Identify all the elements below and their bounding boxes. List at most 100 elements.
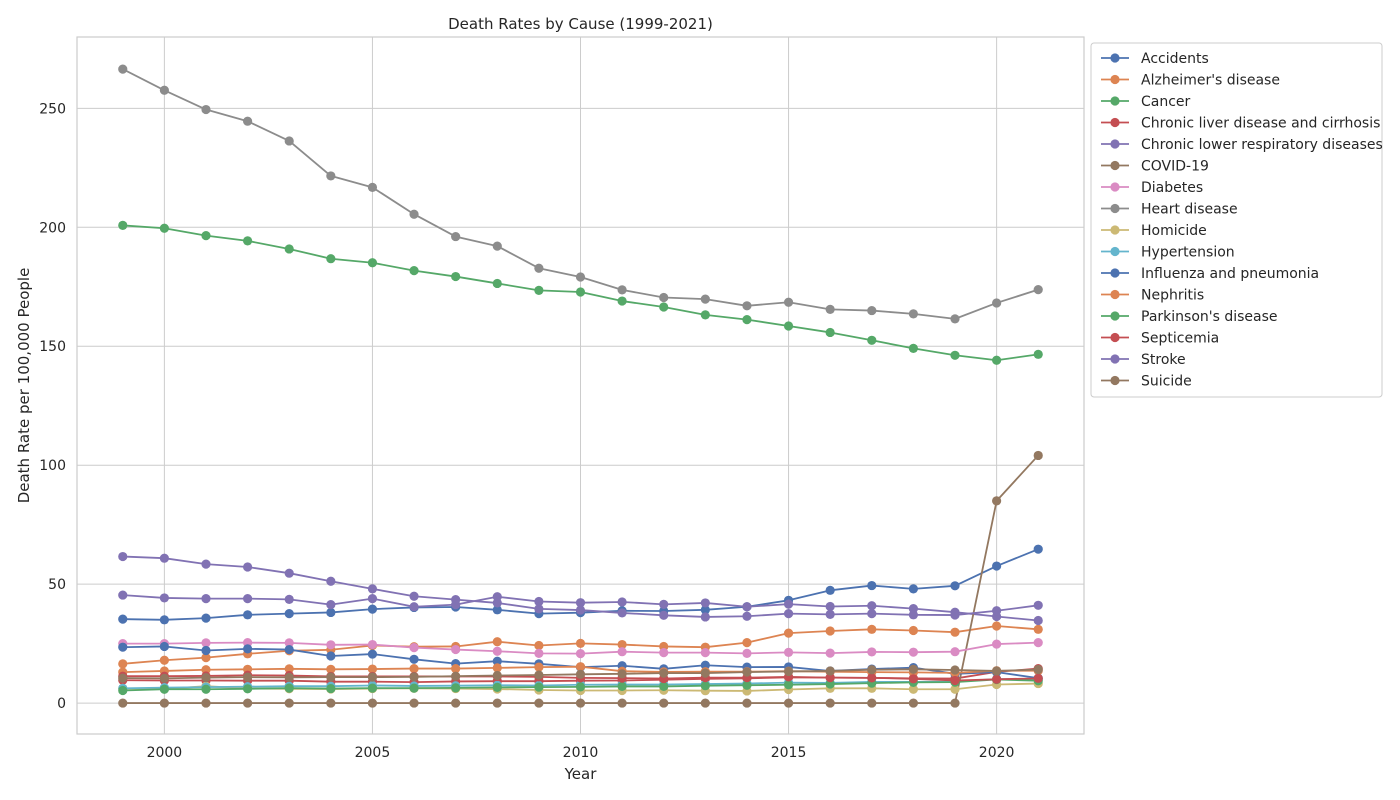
data-point <box>492 605 502 615</box>
data-point <box>783 698 794 708</box>
data-point <box>1033 673 1043 683</box>
legend-marker <box>1110 246 1120 257</box>
legend-label: Hypertension <box>1141 245 1235 261</box>
data-point <box>451 698 461 708</box>
legend-marker <box>1110 160 1120 171</box>
data-point <box>492 646 502 656</box>
data-point <box>201 104 211 115</box>
data-point <box>992 621 1002 631</box>
legend-entry: Parkinson's disease <box>1101 309 1278 325</box>
data-point <box>118 685 128 696</box>
series-cancer <box>118 220 1043 365</box>
data-point <box>617 681 627 692</box>
data-point <box>1033 544 1043 554</box>
data-point <box>534 604 544 614</box>
x-tick-label: 2010 <box>563 745 599 761</box>
legend-entry: Septicemia <box>1101 331 1219 347</box>
legend-marker <box>1110 203 1120 214</box>
data-point <box>950 314 960 324</box>
legend-label: Chronic liver disease and cirrhosis <box>1141 116 1380 132</box>
data-point <box>243 594 253 604</box>
data-point <box>201 594 211 604</box>
data-point <box>867 673 877 683</box>
data-point <box>492 656 502 666</box>
data-point <box>1033 664 1043 675</box>
data-point <box>284 672 294 682</box>
data-point <box>908 684 918 694</box>
data-point <box>243 610 253 620</box>
data-point <box>492 682 502 692</box>
data-point <box>950 581 960 591</box>
data-point <box>409 683 419 693</box>
data-point <box>783 647 794 658</box>
legend: Accidents Alzheimer's disease Cancer Chroni… <box>1090 42 1383 398</box>
data-point <box>908 698 918 708</box>
data-point <box>534 662 544 672</box>
legend-marker <box>1110 139 1120 149</box>
data-point <box>1033 638 1043 648</box>
data-point <box>908 343 918 353</box>
data-point <box>742 638 752 648</box>
data-point <box>617 669 627 679</box>
legend-entry: Suicide <box>1101 374 1192 390</box>
data-point <box>575 698 586 708</box>
data-point <box>243 562 253 572</box>
legend-entry: Accidents <box>1101 51 1209 67</box>
data-point <box>534 648 544 658</box>
legend-label: COVID-19 <box>1141 159 1209 175</box>
data-point <box>950 627 960 637</box>
data-point <box>950 698 960 708</box>
legend-marker <box>1110 375 1120 386</box>
data-point <box>284 609 294 619</box>
data-point <box>700 660 710 670</box>
data-point <box>284 136 294 146</box>
data-point <box>284 698 294 708</box>
series-layer <box>118 64 1043 708</box>
data-point <box>201 613 211 623</box>
data-point <box>908 309 918 319</box>
data-point <box>367 683 378 693</box>
data-point <box>867 609 877 619</box>
data-point <box>992 298 1002 308</box>
data-point <box>783 666 794 677</box>
data-point <box>159 673 169 683</box>
data-point <box>742 680 752 690</box>
data-point <box>825 679 835 689</box>
data-point <box>201 559 211 569</box>
data-point <box>284 244 294 254</box>
data-point <box>659 610 669 620</box>
data-point <box>118 551 128 562</box>
data-point <box>867 665 877 675</box>
x-tick-label: 2005 <box>355 745 391 761</box>
y-tick-label: 150 <box>39 339 66 355</box>
y-tick-label: 50 <box>48 577 66 593</box>
data-point <box>409 654 419 664</box>
data-point <box>451 671 461 681</box>
data-point <box>783 297 794 307</box>
data-point <box>617 608 627 618</box>
legend-label: Septicemia <box>1141 331 1219 347</box>
data-point <box>367 258 378 268</box>
data-point <box>575 605 586 615</box>
data-point <box>159 223 169 233</box>
legend-marker <box>1110 332 1120 343</box>
legend-label: Influenza and pneumonia <box>1141 266 1319 282</box>
data-point <box>825 585 835 595</box>
legend-marker <box>1110 182 1120 192</box>
legend-marker <box>1110 53 1120 63</box>
data-point <box>409 602 419 612</box>
data-point <box>326 599 336 610</box>
data-point <box>326 651 336 661</box>
data-point <box>243 116 253 126</box>
data-point <box>243 672 253 682</box>
data-point <box>159 553 169 563</box>
ticks: 2000 2005 2010 2015 2020 0 50 100 150 200 250 <box>39 101 1014 761</box>
data-point <box>742 602 752 612</box>
data-point <box>992 639 1002 649</box>
data-point <box>159 684 169 694</box>
data-point <box>118 642 128 652</box>
data-point <box>367 649 378 659</box>
legend-entry: Alzheimer's disease <box>1101 73 1280 89</box>
data-point <box>950 675 960 686</box>
data-point <box>867 580 877 591</box>
